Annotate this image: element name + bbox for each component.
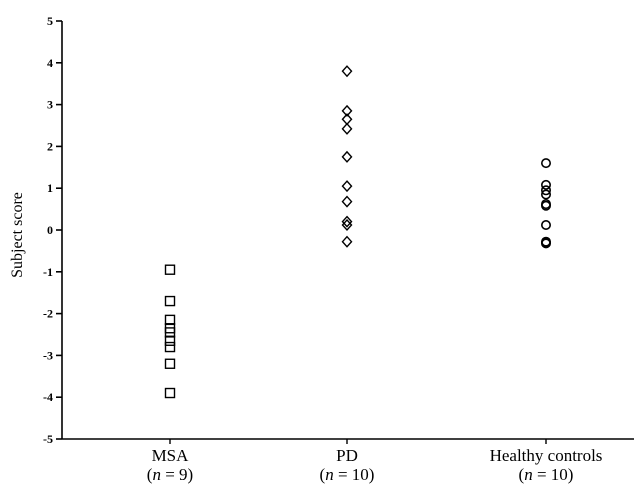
msa-point [164,387,176,399]
n-symbol: n [152,465,161,484]
control-point [540,219,551,230]
control-point [540,237,551,248]
n-symbol: n [325,465,334,484]
n-value: = 9) [161,465,193,484]
y-tick-label: 5 [47,14,53,28]
y-tick-label: 1 [47,181,53,195]
control-point [540,158,551,169]
data-points [164,65,551,399]
axes [61,21,634,440]
category-n-label: (n = 10) [519,465,574,484]
category-label: PD [336,446,358,465]
y-tick-label: -2 [43,307,53,321]
n-symbol: n [524,465,533,484]
msa-point [164,264,176,275]
n-value: = 10) [533,465,574,484]
pd-point [341,104,353,117]
msa-point [164,295,176,307]
category-n-label: (n = 9) [147,465,193,484]
y-tick-label: 3 [47,98,53,112]
pd-point [341,195,353,208]
msa-point [164,341,176,353]
control-point [540,189,551,200]
y-tick-label: -4 [43,390,53,404]
y-tick-label: -3 [43,348,53,362]
y-axis-ticks: 5 4 3 2 1 0 -1 -2 -3 -4 -5 [43,14,62,446]
y-tick-label: -1 [43,265,53,279]
pd-point [341,215,353,228]
msa-point [164,358,176,369]
y-tick-label: 4 [47,56,53,70]
control-point [540,179,551,190]
x-axis-categories: MSA(n = 9)PD(n = 10)Healthy controls(n =… [147,439,603,484]
pd-point [341,180,353,193]
msa-point [164,314,176,326]
msa-point [164,335,176,346]
control-point [540,200,551,211]
y-tick-label: 0 [47,223,53,237]
pd-point [341,150,353,163]
n-value: = 10) [334,465,375,484]
y-axis-title: Subject score [9,192,26,278]
category-label: Healthy controls [490,446,603,465]
control-point [540,185,551,196]
pd-point [341,235,353,248]
pd-point [341,65,353,78]
pd-point [341,122,353,135]
pd-point [341,218,353,232]
y-tick-label: -5 [43,432,53,446]
y-tick-label: 2 [47,139,53,153]
category-n-label: (n = 10) [320,465,375,484]
category-label: MSA [152,446,190,465]
